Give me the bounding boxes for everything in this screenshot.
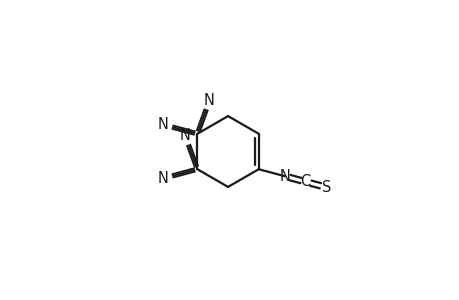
Text: C: C xyxy=(300,174,310,189)
Text: N: N xyxy=(157,171,168,186)
Text: N: N xyxy=(279,169,290,184)
Text: N: N xyxy=(204,93,214,108)
Text: S: S xyxy=(321,180,330,195)
Text: N: N xyxy=(179,128,190,143)
Text: N: N xyxy=(157,117,168,132)
